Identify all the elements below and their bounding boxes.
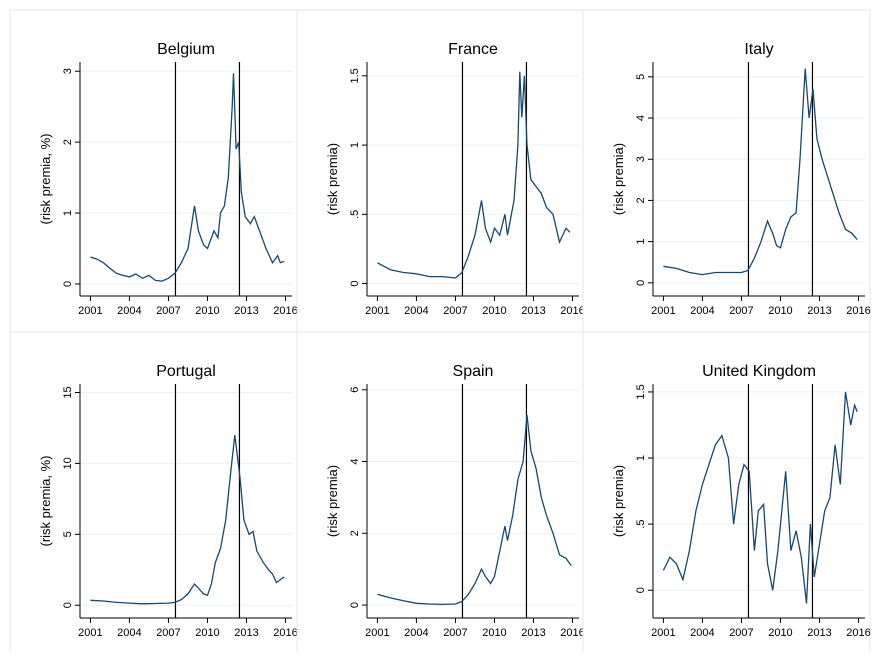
- chart-title: Spain: [453, 363, 494, 380]
- x-tick-label: 2001: [78, 627, 102, 639]
- y-tick-label: .5: [635, 520, 647, 529]
- x-tick-label: 2013: [807, 305, 831, 317]
- x-tick-label: 2010: [768, 305, 792, 317]
- x-tick-label: 2010: [195, 627, 219, 639]
- data-line: [662, 391, 858, 604]
- x-tick-label: 2016: [846, 305, 870, 317]
- data-line: [90, 73, 285, 282]
- x-tick-label: 2004: [404, 305, 428, 317]
- x-tick-label: 2004: [117, 305, 141, 317]
- x-tick-label: 2013: [234, 305, 258, 317]
- y-tick-label: 0: [349, 280, 361, 286]
- y-tick-label: 1.5: [635, 384, 647, 399]
- panel: [582, 331, 871, 655]
- y-tick-label: .5: [349, 210, 361, 219]
- data-line: [377, 414, 572, 606]
- x-tick-label: 2004: [404, 627, 428, 639]
- x-tick-label: 2016: [560, 627, 584, 639]
- y-axis-title: (risk premia, %): [38, 133, 53, 224]
- y-tick-label: 0: [635, 587, 647, 593]
- y-tick-label: 0: [62, 602, 74, 608]
- data-line: [377, 71, 571, 279]
- y-axis-title: (risk premia): [325, 465, 340, 537]
- x-tick-label: 2013: [234, 627, 258, 639]
- y-tick-label: 2: [635, 197, 647, 203]
- x-tick-label: 2007: [443, 627, 467, 639]
- y-axis-title: (risk premia): [611, 143, 626, 215]
- x-tick-label: 2007: [443, 305, 467, 317]
- y-axis-title: (risk premia): [325, 143, 340, 215]
- x-tick-label: 2010: [195, 305, 219, 317]
- y-tick-label: 5: [635, 74, 647, 80]
- y-tick-label: 6: [349, 387, 361, 393]
- x-tick-label: 2001: [78, 305, 102, 317]
- x-tick-label: 2013: [521, 627, 545, 639]
- chart-title: United Kingdom: [702, 363, 816, 380]
- y-tick-label: 0: [62, 281, 74, 287]
- x-tick-label: 2004: [117, 627, 141, 639]
- chart-title: Belgium: [157, 41, 215, 58]
- x-tick-label: 2001: [651, 627, 675, 639]
- x-tick-label: 2001: [365, 305, 389, 317]
- y-tick-label: 1.5: [349, 68, 361, 83]
- x-tick-label: 2010: [482, 627, 506, 639]
- y-tick-label: 5: [62, 531, 74, 537]
- y-tick-label: 1: [349, 142, 361, 148]
- data-line: [663, 68, 858, 276]
- x-tick-label: 2007: [729, 627, 753, 639]
- panel: [9, 331, 298, 655]
- y-axis-title: (risk premia): [611, 465, 626, 537]
- x-tick-label: 2004: [690, 627, 714, 639]
- x-tick-label: 2016: [273, 305, 297, 317]
- x-tick-label: 2001: [651, 305, 675, 317]
- panel: [296, 9, 585, 333]
- panel: [582, 9, 871, 333]
- chart-title: France: [448, 41, 498, 58]
- x-tick-label: 2016: [560, 305, 584, 317]
- x-tick-label: 2001: [365, 627, 389, 639]
- y-tick-label: 2: [349, 530, 361, 536]
- y-tick-label: 4: [349, 458, 361, 464]
- x-tick-label: 2016: [273, 627, 297, 639]
- chart-title: Portugal: [156, 363, 216, 380]
- y-tick-label: 1: [635, 239, 647, 245]
- data-line: [90, 435, 285, 605]
- y-tick-label: 10: [62, 457, 74, 469]
- y-tick-label: 3: [62, 68, 74, 74]
- y-tick-label: 1: [62, 210, 74, 216]
- y-tick-label: 15: [62, 386, 74, 398]
- x-tick-label: 2007: [729, 305, 753, 317]
- x-tick-label: 2013: [521, 305, 545, 317]
- y-tick-label: 3: [635, 156, 647, 162]
- panel: [296, 331, 585, 655]
- y-tick-label: 0: [349, 602, 361, 608]
- y-tick-label: 1: [635, 455, 647, 461]
- y-axis-title: (risk premia, %): [38, 455, 53, 546]
- x-tick-label: 2010: [482, 305, 506, 317]
- chart-title: Italy: [744, 41, 773, 58]
- x-tick-label: 2004: [690, 305, 714, 317]
- x-tick-label: 2007: [156, 305, 180, 317]
- x-tick-label: 2010: [768, 627, 792, 639]
- y-tick-label: 0: [635, 280, 647, 286]
- y-tick-label: 2: [62, 139, 74, 145]
- x-tick-label: 2016: [846, 627, 870, 639]
- x-tick-label: 2007: [156, 627, 180, 639]
- x-tick-label: 2013: [807, 627, 831, 639]
- y-tick-label: 4: [635, 115, 647, 121]
